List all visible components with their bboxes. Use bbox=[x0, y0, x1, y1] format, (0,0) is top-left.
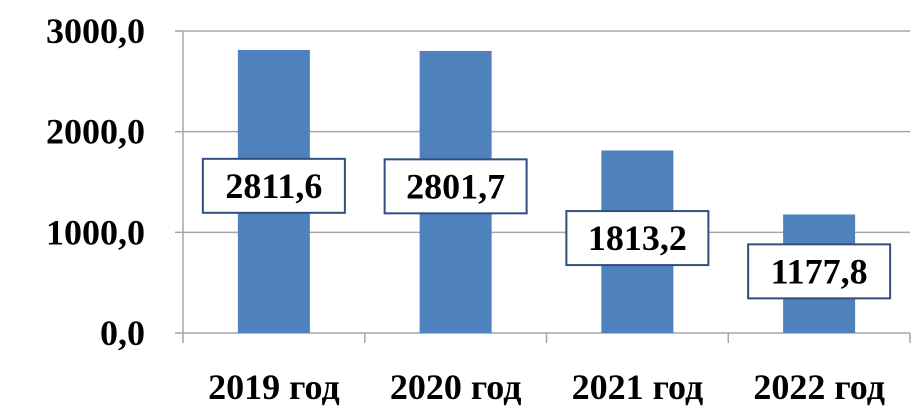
x-category-label: 2022 год bbox=[753, 367, 885, 407]
data-label-box bbox=[747, 243, 892, 300]
data-label: 1813,2 bbox=[588, 218, 687, 258]
y-tick-label: 0,0 bbox=[100, 313, 145, 353]
data-label: 2801,7 bbox=[406, 166, 505, 206]
data-label-box bbox=[201, 157, 346, 214]
x-category-label: 2020 год bbox=[390, 367, 522, 407]
y-axis-tick-labels: 0,0 1000,0 2000,0 3000,0 bbox=[46, 11, 145, 353]
data-label-box bbox=[565, 210, 710, 267]
y-tick-label: 1000,0 bbox=[46, 212, 145, 252]
x-category-label: 2021 год bbox=[572, 367, 704, 407]
x-axis-category-labels: 2019 год 2020 год 2021 год 2022 год bbox=[208, 367, 885, 407]
data-label: 2811,6 bbox=[225, 166, 322, 206]
x-category-label: 2019 год bbox=[208, 367, 340, 407]
data-labels: 2811,6 2801,7 1813,2 1177,8 bbox=[201, 157, 892, 300]
data-label: 1177,8 bbox=[771, 251, 868, 291]
data-label-box bbox=[383, 158, 528, 215]
y-tick-label: 2000,0 bbox=[46, 112, 145, 152]
y-tick-label: 3000,0 bbox=[46, 11, 145, 51]
